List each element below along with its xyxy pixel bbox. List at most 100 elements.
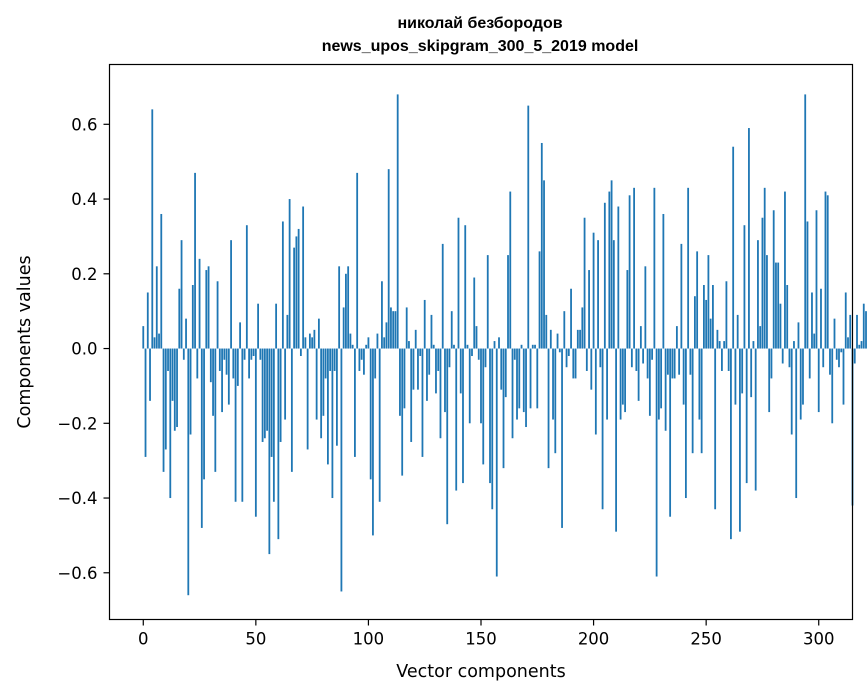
bar-281: [775, 262, 777, 349]
bar-308: [835, 348, 838, 360]
bar-137: [450, 311, 453, 349]
bar-58: [272, 348, 275, 502]
bar-213: [621, 348, 624, 405]
bar-3: [149, 348, 151, 401]
bar-24: [196, 348, 199, 379]
bar-78: [317, 318, 320, 349]
bar-26: [200, 348, 203, 528]
bar-254: [714, 348, 717, 510]
bar-73: [306, 348, 309, 450]
bar-104: [376, 333, 379, 349]
bar-296: [808, 348, 811, 379]
bar-297: [811, 292, 813, 349]
bar-135: [446, 348, 449, 525]
bar-193: [576, 329, 579, 349]
bar-120: [412, 348, 415, 390]
bar-8: [160, 213, 163, 349]
bar-313: [847, 337, 849, 349]
bar-261: [730, 348, 732, 540]
bar-142: [462, 348, 464, 484]
bar-191: [572, 348, 575, 379]
bar-123: [419, 348, 422, 357]
bar-303: [824, 191, 827, 349]
bar-230: [660, 348, 663, 409]
bar-41: [234, 348, 237, 502]
bar-81: [324, 348, 327, 379]
bar-279: [770, 348, 773, 379]
bar-27: [203, 348, 205, 480]
bar-129: [432, 344, 435, 349]
bar-262: [732, 146, 735, 349]
bar-166: [516, 348, 518, 420]
bar-118: [408, 341, 410, 349]
bar-47: [248, 348, 250, 379]
bar-43: [239, 322, 241, 349]
y-tick-label-3: 0.0: [71, 340, 97, 359]
bar-271: [752, 341, 755, 349]
bar-117: [405, 307, 408, 349]
bar-211: [617, 206, 620, 349]
bar-147: [473, 277, 476, 349]
bar-181: [549, 329, 552, 349]
y-tick-label-4: 0.2: [71, 265, 97, 284]
bar-190: [570, 288, 572, 349]
bar-46: [245, 225, 248, 349]
bar-231: [662, 213, 665, 349]
x-tick-label-100: 100: [353, 630, 385, 649]
bar-143: [464, 225, 467, 349]
bar-15: [176, 348, 178, 428]
bar-285: [784, 191, 786, 349]
bar-series: [142, 94, 867, 596]
y-axis-label: Components values: [15, 255, 35, 428]
bar-145: [468, 348, 471, 424]
bar-85: [333, 348, 336, 371]
bar-107: [383, 337, 386, 349]
bar-283: [779, 303, 782, 349]
bar-121: [414, 329, 417, 349]
chart-title-line-1: николай безбородов: [397, 15, 562, 32]
bar-179: [545, 314, 548, 349]
bar-13: [171, 348, 174, 401]
bar-155: [491, 348, 494, 510]
bar-206: [606, 348, 608, 420]
bar-11: [167, 348, 169, 371]
bar-52: [259, 348, 262, 360]
bar-320: [862, 303, 865, 349]
bar-9: [162, 348, 165, 472]
bar-250: [705, 299, 708, 349]
bar-67: [293, 247, 296, 349]
bar-176: [538, 251, 541, 349]
bar-232: [664, 348, 667, 431]
bar-101: [369, 348, 372, 480]
bar-1: [144, 348, 147, 457]
bar-40: [232, 348, 235, 379]
bar-18: [182, 348, 185, 360]
bar-207: [608, 191, 611, 349]
bar-105: [378, 348, 381, 502]
bar-223: [644, 266, 647, 349]
bar-294: [804, 94, 807, 349]
bar-12: [169, 348, 172, 499]
x-tick-label-300: 300: [803, 630, 835, 649]
bar-169: [522, 348, 525, 413]
bar-239: [680, 243, 683, 349]
bar-241: [684, 348, 687, 499]
bar-202: [597, 240, 599, 349]
bar-89: [342, 307, 345, 349]
bar-251: [707, 255, 710, 349]
bar-182: [552, 348, 554, 420]
bar-168: [520, 344, 523, 349]
plot-frame: [108, 63, 854, 621]
bar-178: [543, 180, 545, 349]
bar-134: [444, 348, 446, 413]
bar-33: [216, 281, 219, 349]
bar-249: [703, 285, 705, 349]
bar-22: [191, 285, 194, 349]
bar-200: [592, 232, 595, 349]
bar-196: [583, 217, 586, 349]
bar-270: [750, 348, 753, 398]
bar-144: [466, 344, 469, 349]
bar-21: [189, 348, 192, 435]
bar-274: [759, 326, 762, 349]
y-tick-label-1: −0.4: [57, 489, 97, 508]
